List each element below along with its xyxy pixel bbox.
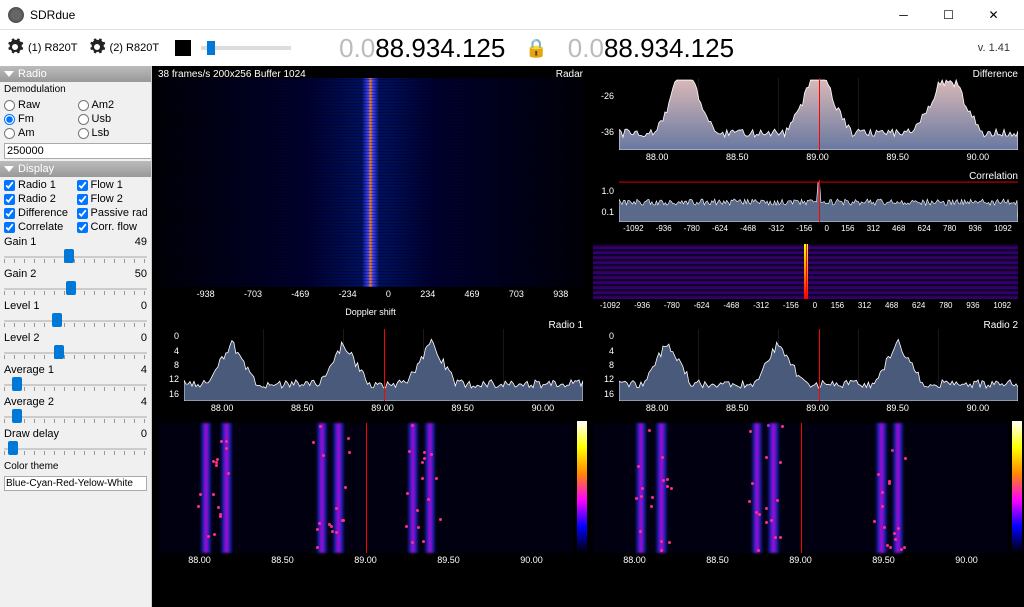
check-radio-2[interactable]: Radio 2 [4,193,75,205]
demod-option-raw[interactable]: Raw [4,99,74,111]
section-title: Display [18,163,54,175]
flow1-panel[interactable]: 88.0088.5089.0089.5090.00 [154,421,587,571]
frequency-marker [384,329,385,401]
demodulation-group: Raw Am2 Fm Usb Am Lsb [0,97,151,141]
correlation-flow-panel[interactable]: -1092-936-780-624-468-312-15601563124686… [589,242,1022,317]
version-label: v. 1.41 [978,42,1018,54]
samplerate-input[interactable]: ▲▼ [4,143,147,159]
display-section-header[interactable]: Display [0,161,151,177]
frequency-display-1[interactable]: 0.088.934.125 [339,33,505,64]
minimize-button[interactable]: ─ [881,0,926,30]
tuner-2-label: (2) R820T [110,42,160,54]
maximize-button[interactable]: ☐ [926,0,971,30]
color-picker[interactable] [175,40,191,56]
slider-gain-2[interactable]: Gain 250 [0,267,151,299]
lock-icon[interactable]: 🔒 [525,38,547,59]
panel-title: Radio 1 [549,320,583,331]
frequency-marker [819,329,820,401]
radar-panel[interactable]: Radar 38 frames/s 200x256 Buffer 1024 -9… [154,68,587,317]
demod-option-lsb[interactable]: Lsb [78,127,148,139]
panel-title: Difference [973,69,1018,80]
demodulation-label: Demodulation [0,82,151,97]
check-correlate[interactable]: Correlate [4,221,75,233]
colorbar [577,421,587,553]
check-passive-rada[interactable]: Passive rada [77,207,148,219]
slider-level-2[interactable]: Level 20 [0,331,151,363]
frequency-display-2[interactable]: 0.088.934.125 [568,33,734,64]
color-theme-label: Color theme [0,459,151,474]
slider-level-1[interactable]: Level 10 [0,299,151,331]
gear-icon[interactable] [6,38,24,59]
radar-status: 38 frames/s 200x256 Buffer 1024 [158,69,306,80]
correlation-panel[interactable]: Correlation 1.00.1 -1092-936-780-624-468… [589,170,1022,240]
difference-panel[interactable]: Difference -26-36 88.0088.5089.0089.5090… [589,68,1022,168]
titlebar: SDRdue ─ ☐ ✕ [0,0,1024,30]
demod-option-fm[interactable]: Fm [4,113,74,125]
zero-marker [819,180,820,222]
window-title: SDRdue [30,8,881,22]
samplerate-field[interactable] [4,143,152,159]
colorbar [1012,421,1022,553]
check-corr.-flow[interactable]: Corr. flow [77,221,148,233]
check-flow-2[interactable]: Flow 2 [77,193,148,205]
close-button[interactable]: ✕ [971,0,1016,30]
color-theme-select[interactable]: Blue-Cyan-Red-Yelow-White [4,476,147,491]
chevron-down-icon [4,166,14,172]
sidebar: Radio Demodulation Raw Am2 Fm Usb Am Lsb… [0,66,152,607]
display-checkboxes: Radio 1 Flow 1 Radio 2 Flow 2 Difference… [0,177,151,235]
frequency-marker [819,78,820,150]
chevron-down-icon [4,71,14,77]
slider-average-1[interactable]: Average 14 [0,363,151,395]
volume-slider[interactable] [201,46,291,50]
slider-draw-delay[interactable]: Draw delay0 [0,427,151,459]
check-flow-1[interactable]: Flow 1 [77,179,148,191]
frequency-marker [801,423,802,553]
panel-title: Radio 2 [984,320,1018,331]
gear-icon[interactable] [88,38,106,59]
demod-option-usb[interactable]: Usb [78,113,148,125]
frequency-marker [366,423,367,553]
radio2-panel[interactable]: Radio 2 0481216 88.0088.5089.0089.5090.0… [589,319,1022,419]
panel-area: Difference -26-36 88.0088.5089.0089.5090… [152,66,1024,607]
slider-gain-1[interactable]: Gain 149 [0,235,151,267]
radio1-panel[interactable]: Radio 1 0481216 88.0088.5089.0089.5090.0… [154,319,587,419]
flow2-panel[interactable]: 88.0088.5089.0089.5090.00 [589,421,1022,571]
app-icon [8,7,24,23]
check-radio-1[interactable]: Radio 1 [4,179,75,191]
zero-marker [806,244,807,299]
demod-option-am2[interactable]: Am2 [78,99,148,111]
toolbar: (1) R820T (2) R820T 0.088.934.125 🔒 0.08… [0,30,1024,66]
tuner-1-label: (1) R820T [28,42,78,54]
panel-title: Radar [556,69,583,80]
slider-average-2[interactable]: Average 24 [0,395,151,427]
panel-title: Correlation [969,171,1018,182]
doppler-label: Doppler shift [345,307,396,317]
section-title: Radio [18,68,47,80]
demod-option-am[interactable]: Am [4,127,74,139]
check-difference[interactable]: Difference [4,207,75,219]
radio-section-header[interactable]: Radio [0,66,151,82]
